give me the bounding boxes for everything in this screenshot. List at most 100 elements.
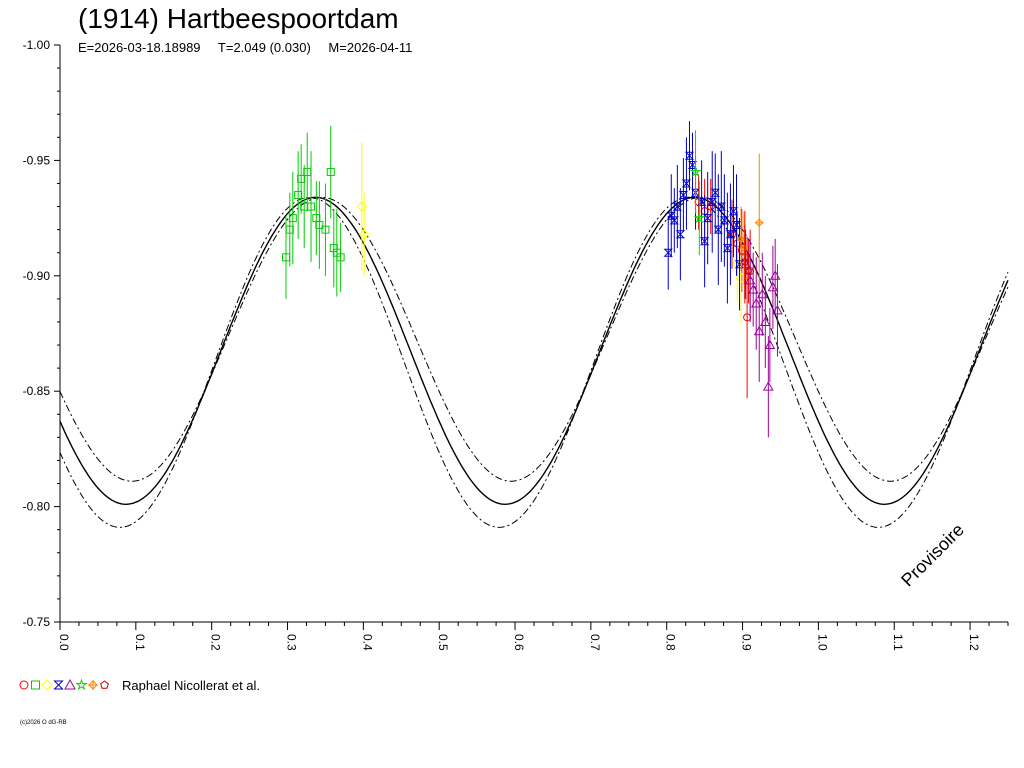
legend: Raphael Nicollerat et al. [18, 675, 260, 695]
legend-author: Raphael Nicollerat et al. [122, 677, 261, 693]
data-point [294, 151, 303, 239]
y-tick-label: -1.00 [23, 38, 51, 52]
data-point [725, 183, 736, 286]
data-point [759, 275, 771, 369]
data-point [702, 171, 713, 265]
y-tick-label: -0.85 [23, 384, 51, 398]
series-triangle [740, 229, 783, 438]
data-point [675, 188, 686, 281]
data-point [769, 238, 781, 313]
model-date-label: M=2026-04-11 [328, 40, 413, 55]
x-tick-label: 0.7 [588, 634, 602, 651]
data-point [356, 141, 368, 272]
chart-subtitle: E=2026-03-18.18989 T=2.049 (0.030) M=202… [78, 40, 426, 56]
legend-marker-circle [19, 680, 29, 690]
envelope-curve [59, 196, 1009, 528]
legend-marker-square [31, 680, 40, 690]
x-tick-label: 0.2 [209, 634, 223, 651]
data-point [684, 121, 695, 191]
data-point [772, 264, 783, 357]
x-tick-label: 0.8 [664, 634, 678, 651]
copyright-notice: (c)2026 O dG-RB [20, 720, 67, 726]
data-point [719, 174, 730, 267]
data-point [336, 222, 345, 292]
legend-markers [19, 678, 109, 691]
data-point [696, 160, 707, 244]
x-tick-label: 0.1 [133, 634, 147, 651]
series-cross [736, 153, 764, 292]
data-point [693, 181, 706, 256]
data-point [706, 178, 715, 235]
data-points [282, 121, 783, 438]
data-point [321, 183, 330, 276]
period-label: T=2.049 (0.030) [217, 40, 311, 55]
data-point [736, 206, 746, 272]
data-point [699, 195, 710, 288]
x-tick-label: 0.3 [285, 634, 299, 651]
chart-title: (1914) Hartbeespoortdam [78, 3, 399, 34]
x-tick-label: 1.2 [967, 634, 981, 651]
data-point [710, 153, 721, 232]
legend-marker-hourglass [53, 680, 64, 690]
data-point [687, 132, 698, 198]
envelope-curve [59, 196, 1009, 482]
data-point [713, 174, 724, 286]
y-tick-label: -0.90 [23, 269, 51, 283]
series-hourglass [663, 121, 745, 311]
chart-axes: -1.00 -0.95 -0.90 -0.85 -0.80 -0.75 0.0 0.1 0.2 0… [23, 38, 1009, 651]
data-point [666, 174, 677, 258]
legend-marker-triangle [64, 678, 76, 690]
series-square [282, 125, 345, 299]
x-tick-label: 0.0 [57, 634, 71, 651]
series-star [689, 130, 706, 256]
legend-marker-star [75, 678, 88, 691]
data-point [326, 125, 335, 219]
data-point [307, 151, 316, 262]
data-point [744, 238, 753, 304]
data-point [358, 192, 370, 276]
data-point [332, 208, 341, 297]
x-tick-label: 1.1 [891, 634, 905, 651]
data-point [744, 238, 756, 322]
data-point [300, 165, 309, 249]
data-point [663, 215, 673, 290]
y-tick-label: -0.80 [23, 500, 51, 514]
data-point [728, 165, 739, 258]
data-point [762, 335, 774, 438]
data-point [722, 192, 733, 304]
legend-marker-cross [88, 680, 98, 690]
series-diamond [356, 141, 747, 325]
data-point [731, 174, 742, 276]
model-curves [59, 196, 1009, 528]
legend-marker-diamond [41, 679, 53, 691]
data-point [285, 192, 294, 267]
data-point [689, 130, 702, 214]
data-point [678, 158, 689, 232]
data-point [754, 153, 764, 292]
data-point [740, 225, 749, 299]
model-curve [59, 196, 1009, 506]
data-point [669, 188, 680, 253]
data-point [312, 181, 321, 256]
x-tick-label: 0.5 [436, 634, 450, 651]
data-point [315, 181, 324, 269]
series-pentagon [740, 225, 753, 304]
y-tick-label: -0.75 [23, 615, 51, 629]
y-tick-label: -0.95 [23, 153, 51, 167]
epoch-label: E=2026-03-18.18989 [78, 40, 201, 55]
legend-marker-pentagon [100, 680, 109, 689]
x-tick-label: 0.9 [740, 634, 754, 651]
data-point [740, 229, 751, 299]
data-point [672, 165, 683, 249]
data-point [707, 151, 717, 253]
data-point [681, 137, 692, 230]
data-point [288, 171, 297, 265]
x-tick-label: 1.0 [815, 634, 829, 651]
data-point [716, 151, 727, 262]
data-point [329, 208, 338, 288]
data-point [739, 211, 749, 286]
x-tick-label: 0.6 [512, 634, 526, 651]
x-tick-label: 0.4 [360, 634, 374, 651]
data-point [764, 308, 776, 382]
